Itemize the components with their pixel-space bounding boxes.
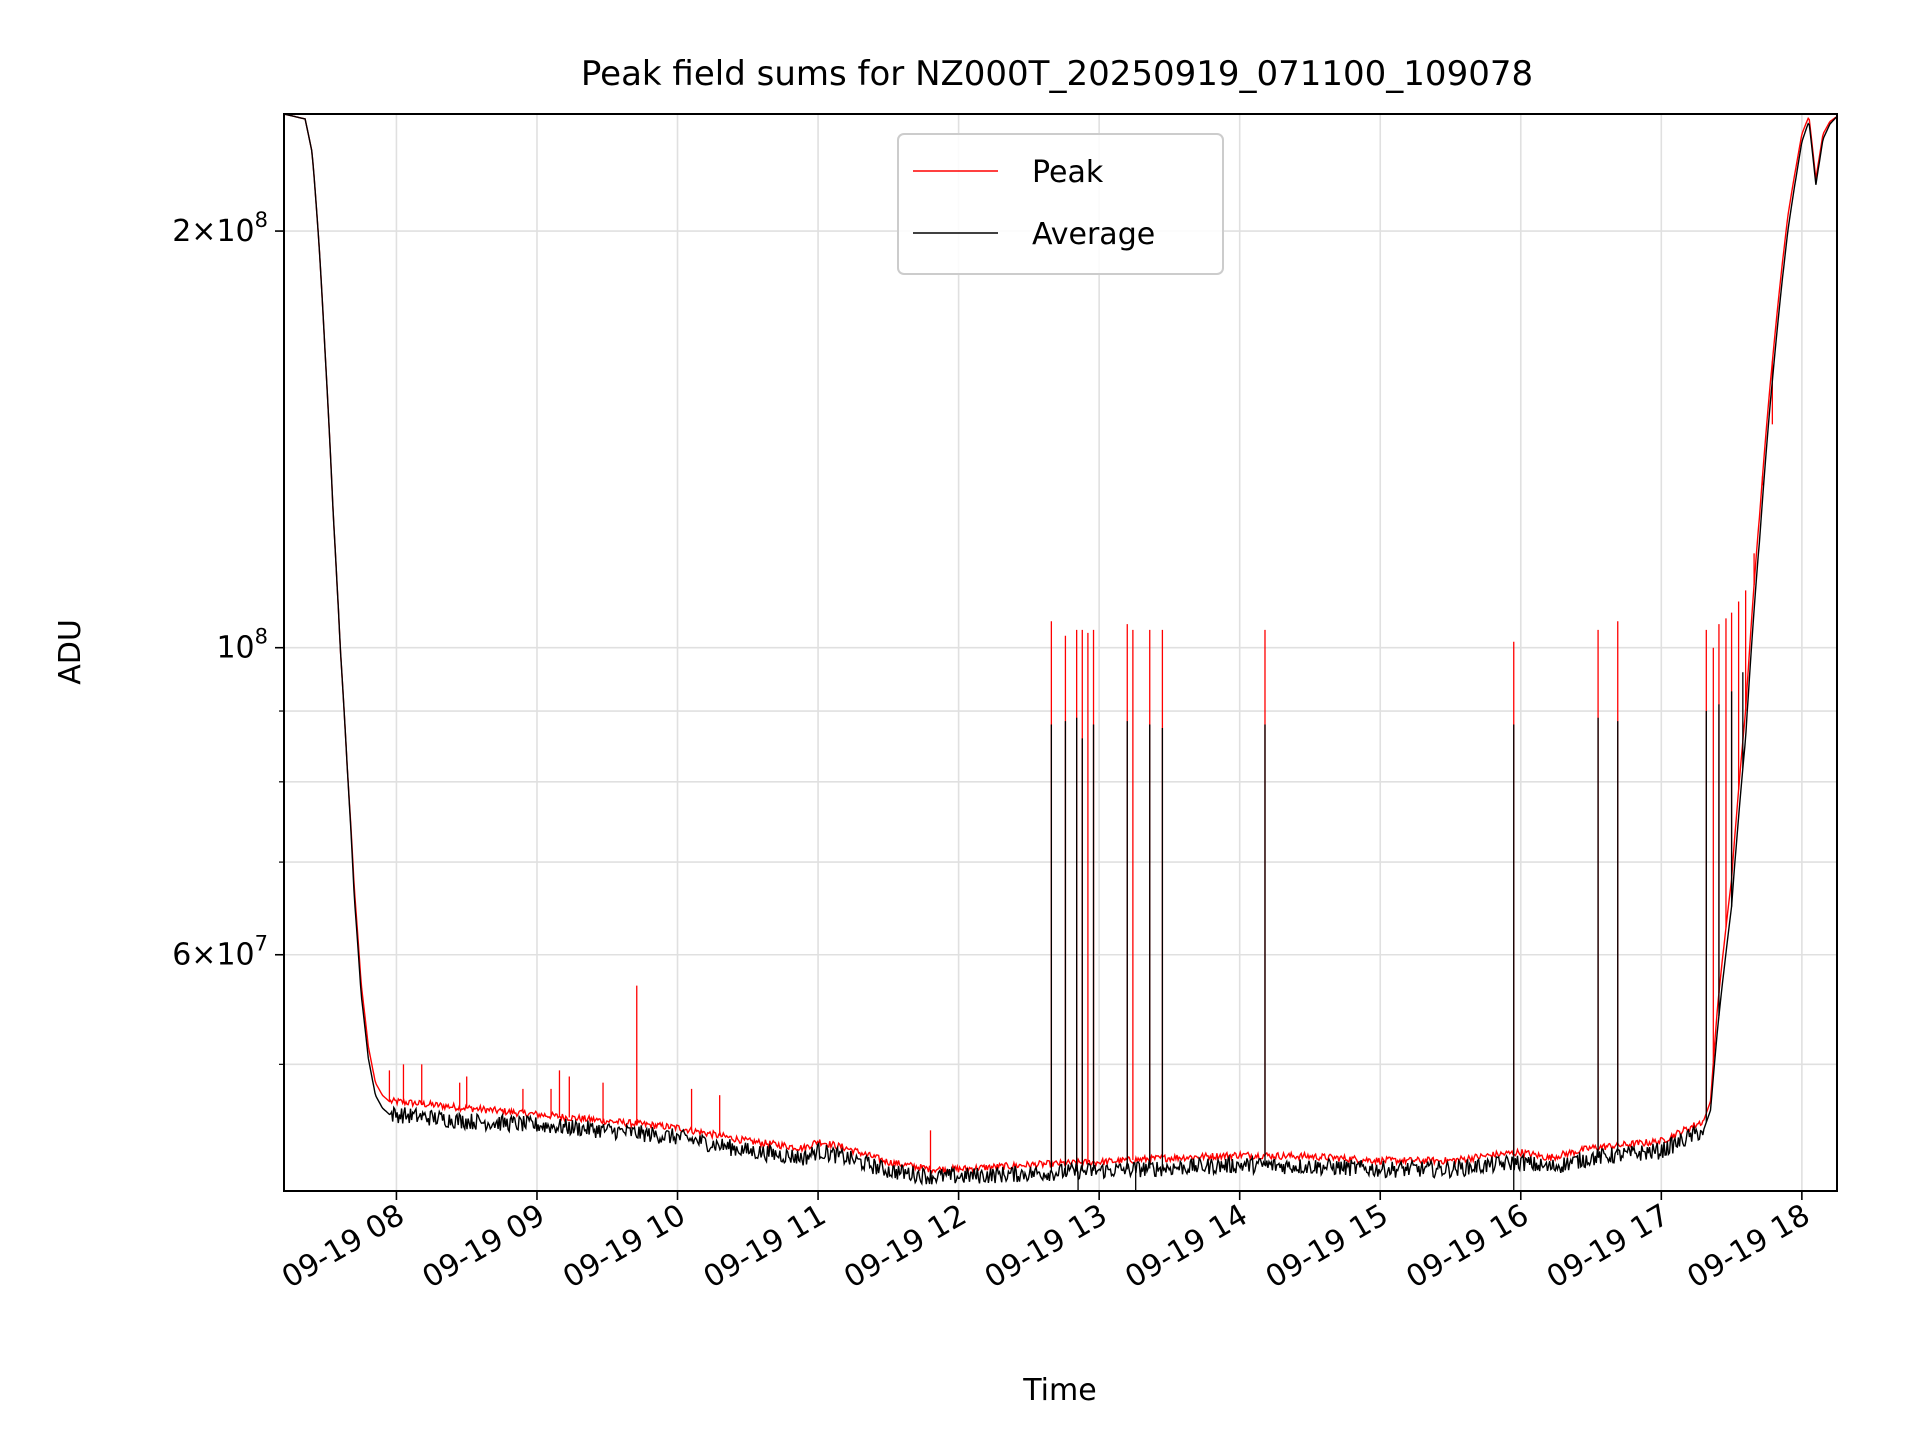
series-layer [283,113,1838,1191]
legend-box [897,133,1224,275]
y-tick-label: 6×107 [172,932,268,973]
x-axis-label: Time [1022,1373,1096,1408]
series-line-average [283,113,1838,1186]
legend-peak-label: Peak [1032,155,1104,190]
legend-average-label: Average [1032,217,1155,252]
legend: Peak Average [897,133,1224,275]
series-line-peak [283,113,1838,1175]
series-average [283,113,1838,1191]
chart-title: Peak field sums for NZ000T_20250919_0711… [581,54,1533,94]
y-tick-label: 108 [216,625,268,666]
y-axis-label: ADU [53,619,88,685]
plot-frame [283,113,1838,1192]
y-tick-label: 2×108 [172,208,268,249]
